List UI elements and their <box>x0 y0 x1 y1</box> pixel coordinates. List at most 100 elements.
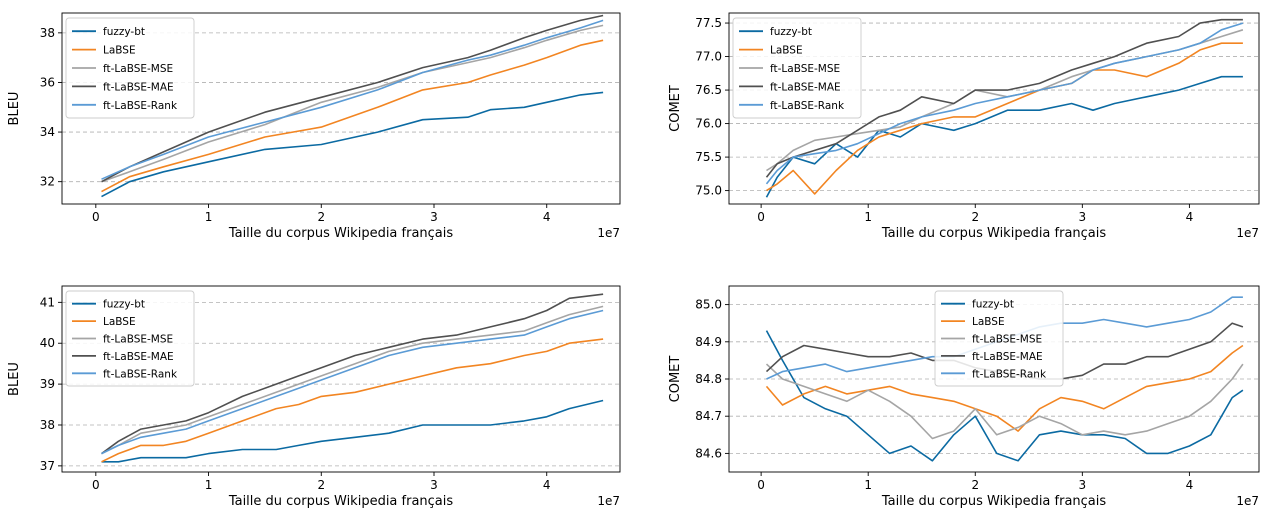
axes-frame <box>61 12 621 205</box>
legend-label: ft-LaBSE-Rank <box>103 368 178 380</box>
legend-label: LaBSE <box>103 45 136 57</box>
x-tick-label: 2 <box>317 478 325 492</box>
x-tick-label: 4 <box>543 478 551 492</box>
series-line-ft-labse-mae <box>101 14 604 183</box>
chart-3: 0 1 2 3 4 37 38 39 40 41 Taille du corpus Wikipedi… <box>7 285 621 509</box>
axes-frame <box>61 285 621 473</box>
series-line-labse <box>766 42 1243 195</box>
series-line-fuzzy-bt <box>765 330 1244 462</box>
legend: fuzzy-bt LaBSE ft-LaBSE-MSE ft-LaBSE-MAE ft-… <box>934 290 1064 387</box>
x-tick-label: 3 <box>430 478 438 492</box>
legend: fuzzy-bt LaBSE ft-LaBSE-MSE ft-LaBSE-MAE ft-… <box>65 17 195 119</box>
x-tick-label: 3 <box>1079 478 1087 492</box>
series-line-ft-labse-rank <box>765 22 1244 185</box>
x-axis-label: Taille du corpus Wikipedia français <box>228 494 454 509</box>
x-tick-label: 2 <box>971 478 979 492</box>
legend-label: ft-LaBSE-Rank <box>972 368 1047 380</box>
legend-box <box>65 17 195 119</box>
legend-label: LaBSE <box>103 316 136 328</box>
legend-box <box>65 290 195 387</box>
y-axis-label: COMET <box>668 85 683 132</box>
y-tick-label: 34 <box>40 125 55 139</box>
y-axis-label: BLEU <box>7 92 22 126</box>
legend-label: fuzzy-bt <box>103 26 145 38</box>
legend: fuzzy-bt LaBSE ft-LaBSE-MSE ft-LaBSE-MAE ft-… <box>65 290 195 387</box>
series-line-fuzzy-bt <box>101 91 604 198</box>
chart-4: 0 1 2 3 4 84.6 84.7 84.8 84.9 85.0 Taille du corpu… <box>668 285 1260 509</box>
x-axis-label: Taille du corpus Wikipedia français <box>881 226 1107 241</box>
x-tick-label: 2 <box>971 210 979 224</box>
x-tick-label: 1 <box>864 478 872 492</box>
x-offset-label: 1e7 <box>1236 226 1259 240</box>
legend-box <box>934 290 1064 387</box>
x-offset-label: 1e7 <box>597 494 620 508</box>
x-tick-label: 1 <box>864 210 872 224</box>
legend-box <box>732 17 862 119</box>
x-axis-label: Taille du corpus Wikipedia français <box>881 494 1107 509</box>
y-tick-label: 77.0 <box>695 50 722 64</box>
x-tick-label: 0 <box>92 210 100 224</box>
y-tick-label: 37 <box>40 459 55 473</box>
series-line-ft-labse-rank <box>101 309 604 455</box>
y-tick-label: 32 <box>40 175 55 189</box>
y-tick-label: 38 <box>40 26 55 40</box>
y-tick-label: 38 <box>40 418 55 432</box>
y-tick-label: 85.0 <box>695 298 722 312</box>
x-tick-label: 4 <box>543 210 551 224</box>
legend-label: fuzzy-bt <box>770 26 812 38</box>
y-axis-label: BLEU <box>7 362 22 396</box>
axes-frame <box>728 12 1260 205</box>
series-line-ft-labse-mae <box>101 293 604 455</box>
y-tick-label: 76.5 <box>695 83 722 97</box>
x-tick-label: 1 <box>205 478 213 492</box>
series-line-labse <box>101 39 604 193</box>
legend-label: LaBSE <box>770 45 803 57</box>
x-tick-label: 0 <box>757 210 765 224</box>
series-line-ft-labse-mse <box>101 24 604 183</box>
legend-label: ft-LaBSE-MAE <box>103 351 174 363</box>
legend-label: LaBSE <box>972 316 1005 328</box>
series-line-labse <box>765 344 1244 432</box>
legend: fuzzy-bt LaBSE ft-LaBSE-MSE ft-LaBSE-MAE ft-… <box>732 17 862 119</box>
x-tick-label: 3 <box>430 210 438 224</box>
y-tick-label: 84.6 <box>695 446 722 460</box>
y-tick-label: 41 <box>40 295 55 309</box>
legend-label: ft-LaBSE-MSE <box>972 334 1042 346</box>
x-tick-label: 2 <box>317 210 325 224</box>
y-tick-label: 36 <box>40 75 55 89</box>
legend-label: ft-LaBSE-MAE <box>972 351 1043 363</box>
legend-label: ft-LaBSE-Rank <box>770 100 845 112</box>
x-tick-label: 3 <box>1079 210 1087 224</box>
chart-2: 0 1 2 3 4 75.0 75.5 76.0 76.5 77.0 77.5 Taille du c… <box>668 12 1260 241</box>
legend-label: ft-LaBSE-MSE <box>103 63 173 75</box>
series-line-ft-labse-rank <box>101 19 604 180</box>
legend-label: ft-LaBSE-MSE <box>103 334 173 346</box>
legend-label: ft-LaBSE-MAE <box>103 81 174 93</box>
legend-label: ft-LaBSE-MSE <box>770 63 840 75</box>
series-line-ft-labse-mse <box>101 305 604 455</box>
legend-label: ft-LaBSE-MAE <box>770 81 841 93</box>
legend-label: fuzzy-bt <box>103 299 145 311</box>
y-tick-label: 84.7 <box>695 409 722 423</box>
y-tick-label: 84.9 <box>695 335 722 349</box>
x-tick-label: 0 <box>92 478 100 492</box>
y-axis-label: COMET <box>668 356 683 403</box>
x-offset-label: 1e7 <box>1236 494 1259 508</box>
y-tick-label: 40 <box>40 336 55 350</box>
series-line-labse <box>101 338 604 463</box>
series-line-fuzzy-bt <box>765 75 1243 198</box>
series-line-ft-labse-mse <box>765 363 1244 440</box>
x-offset-label: 1e7 <box>597 226 620 240</box>
x-tick-label: 1 <box>205 210 213 224</box>
series-line-ft-labse-mae <box>765 18 1243 178</box>
y-tick-label: 84.8 <box>695 372 722 386</box>
x-tick-label: 4 <box>1186 478 1194 492</box>
y-tick-label: 39 <box>40 377 55 391</box>
legend-label: ft-LaBSE-Rank <box>103 100 178 112</box>
x-tick-label: 4 <box>1186 210 1194 224</box>
legend-label: fuzzy-bt <box>972 299 1014 311</box>
series-line-fuzzy-bt <box>101 399 604 463</box>
